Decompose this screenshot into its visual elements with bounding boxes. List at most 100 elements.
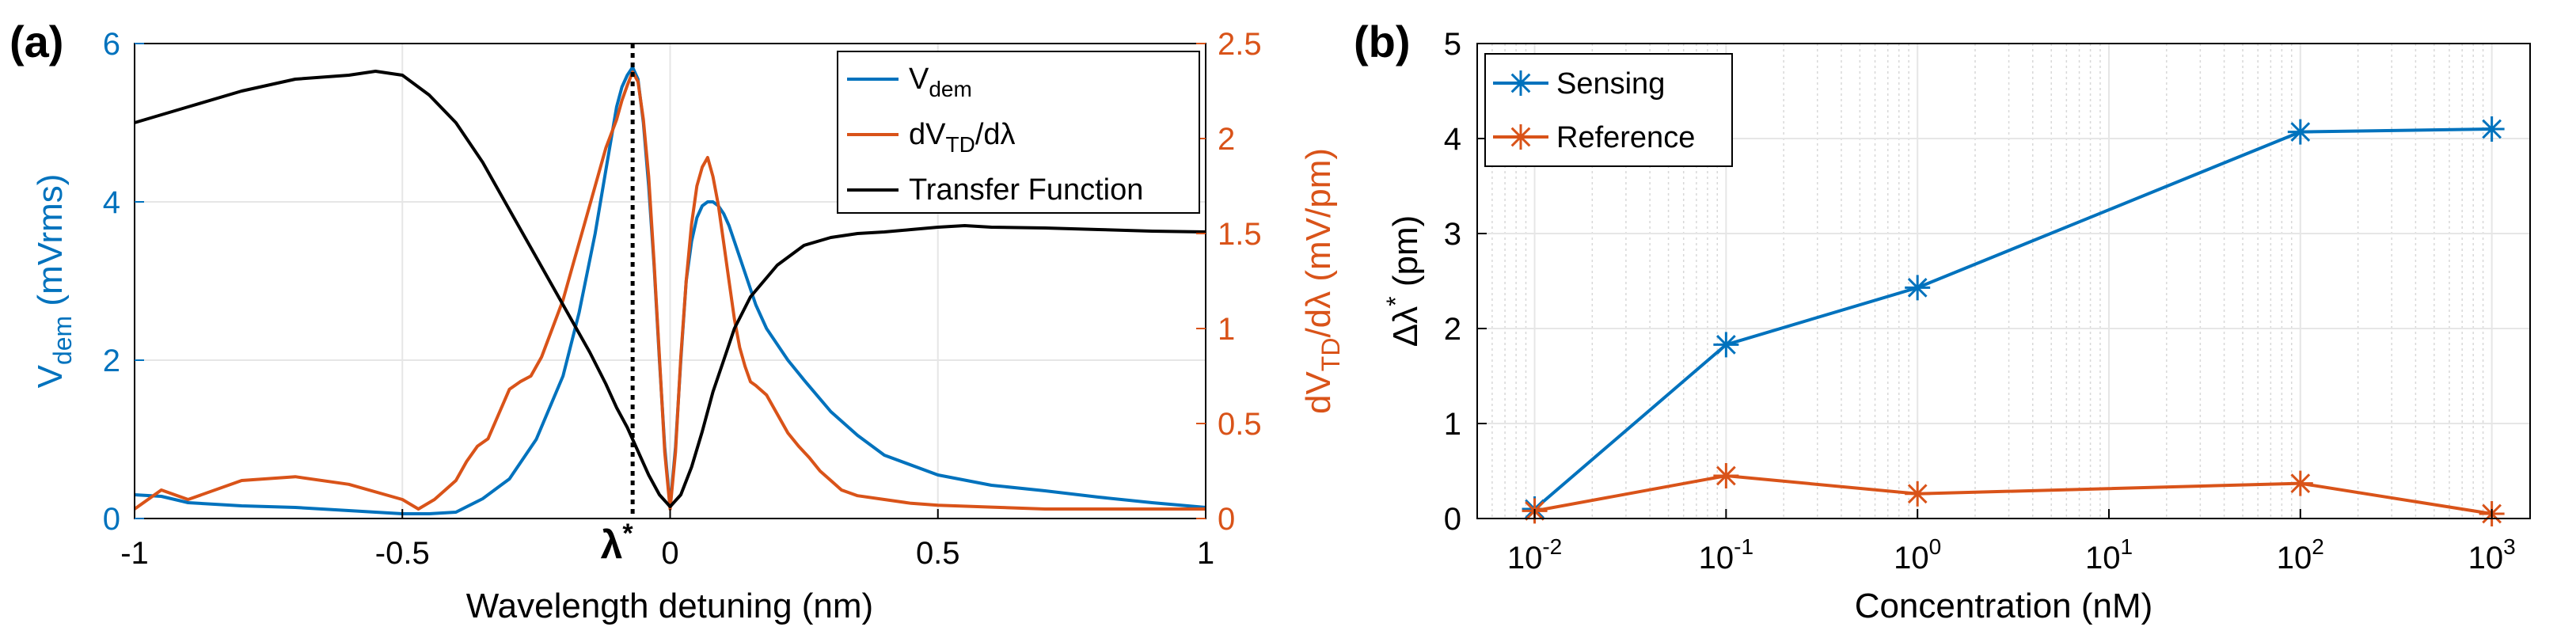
- b-point-sensing-1: [1713, 332, 1739, 358]
- b-point-sensing-4-stroke: [2482, 119, 2502, 139]
- legend-transfer-function: Transfer Function: [909, 173, 1143, 207]
- b-xtick-exp: 3: [2503, 534, 2516, 559]
- a-yrtick-label-5: 2.5: [1218, 27, 1262, 62]
- legend-dvtd-main: dV: [909, 118, 946, 151]
- b-xtick-exp: -1: [1734, 534, 1753, 559]
- panel-a-xlabel: Wavelength detuning (nm): [466, 587, 873, 625]
- b-xtick-exp: 1: [2120, 534, 2133, 559]
- panel-a-ylabel-right: dVTD/dλ (mV/pm): [1299, 148, 1345, 414]
- b-xtick-label-4: 102: [2277, 534, 2324, 576]
- b-point-reference-3-stroke: [2290, 473, 2311, 493]
- b-ytick-label-0: 0: [1444, 502, 1461, 537]
- ylabel-right-sub: TD: [1316, 338, 1345, 372]
- a-yrtick-label-3: 1.5: [1218, 217, 1262, 252]
- b-series-sensing: [1533, 127, 2492, 511]
- panel-b-ylabel: Δλ* (pm): [1381, 215, 1425, 348]
- ylabel-b-sup: *: [1381, 296, 1410, 306]
- b-point-sensing-2: [1905, 275, 1931, 301]
- panel-a-label: (a): [9, 17, 63, 66]
- b-point-reference-3: [2287, 470, 2313, 496]
- b-xtick-label-3: 101: [2085, 534, 2133, 576]
- a-yrtick-label-1: 0.5: [1218, 407, 1262, 442]
- lambda-star-marker: λ*: [601, 44, 635, 567]
- b-xtick-base: 10: [2085, 541, 2121, 576]
- b-point-reference-1: [1713, 463, 1739, 488]
- legend-vdem-main: V: [909, 63, 929, 96]
- b-point-sensing-3: [2287, 119, 2313, 145]
- lambda-star-sup: *: [622, 519, 633, 549]
- b-xtick-label-1: 10-1: [1699, 534, 1753, 576]
- b-xtick-label-2: 100: [1894, 534, 1941, 576]
- b-point-sensing-3-stroke: [2290, 122, 2311, 142]
- a-xtick-label-0: -1: [120, 536, 149, 571]
- b-point-sensing-4: [2479, 116, 2505, 142]
- ylabel-right-p2: /dλ (mV/pm): [1299, 148, 1338, 338]
- legend-sensing: Sensing: [1556, 67, 1665, 101]
- b-point-sensing-1-stroke: [1715, 335, 1736, 355]
- b-series-reference: [1534, 473, 2492, 515]
- panel-b-axes-box: [1476, 43, 2531, 519]
- b-point-reference-2-stroke: [1907, 484, 1928, 504]
- a-yltick-label-3: 6: [103, 27, 120, 62]
- a-series-black: [134, 70, 1206, 508]
- panel-a-legend: Vdem dVTD/dλ Transfer Function: [837, 51, 1200, 214]
- legend-reference: Reference: [1556, 121, 1695, 154]
- legend-b-box: [1484, 53, 1733, 167]
- b-ytick-label-1: 1: [1444, 407, 1461, 442]
- lambda-star-symbol: λ: [601, 522, 623, 567]
- b-xtick-base: 10: [1699, 541, 1734, 576]
- b-point-sensing-2-stroke: [1907, 278, 1928, 298]
- ylabel-left-main: V: [31, 364, 70, 388]
- legend-dvtd-rest: /dλ: [975, 118, 1016, 151]
- panel-b-legend: Sensing Reference: [1484, 53, 1733, 167]
- b-ytick-label-4: 4: [1444, 122, 1461, 157]
- b-xtick-exp: 2: [2312, 534, 2324, 559]
- a-yrtick-label-4: 2: [1218, 122, 1235, 157]
- b-ytick-label-3: 3: [1444, 217, 1461, 252]
- panel-a-ylabel-left: Vdem (mVrms): [31, 174, 77, 389]
- b-xtick-exp: 0: [1929, 534, 1942, 559]
- legend-vdem: Vdem: [909, 63, 972, 101]
- a-yrtick-label-0: 0: [1218, 502, 1235, 537]
- b-xtick-exp: -2: [1542, 534, 1562, 559]
- a-yltick-label-2: 4: [103, 185, 120, 220]
- panel-b-xlabel: Concentration (nM): [1855, 587, 2153, 625]
- legend-reference-star: [1508, 124, 1533, 150]
- b-point-reference-1-stroke: [1715, 465, 1736, 486]
- b-xtick-label-5: 103: [2468, 534, 2516, 576]
- legend-sensing-star: [1508, 70, 1533, 96]
- b-xtick-label-0: 10-2: [1507, 534, 1562, 576]
- legend-vdem-sub: dem: [929, 77, 971, 101]
- legend-dvtd: dVTD/dλ: [909, 118, 1016, 157]
- ylabel-b-rest: (pm): [1386, 215, 1425, 297]
- legend-star-sensing: [1508, 70, 1533, 96]
- a-yltick-label-0: 0: [103, 502, 120, 537]
- a-xtick-label-4: 1: [1197, 536, 1214, 571]
- legend-star-reference: [1508, 124, 1533, 150]
- a-xtick-label-3: 0.5: [916, 536, 960, 571]
- b-xtick-base: 10: [2468, 541, 2504, 576]
- ylabel-left-rest: (mVrms): [31, 174, 70, 316]
- panel-b-series: [1522, 116, 2505, 526]
- b-xtick-base: 10: [1507, 541, 1543, 576]
- b-point-reference-2: [1905, 481, 1931, 507]
- ylabel-b-main: Δλ: [1386, 306, 1425, 347]
- a-xtick-label-1: -0.5: [375, 536, 430, 571]
- b-ytick-label-5: 5: [1444, 27, 1461, 62]
- legend-star-reference-stroke: [1510, 127, 1531, 147]
- a-yltick-label-1: 2: [103, 344, 120, 378]
- a-series-orange: [133, 70, 1206, 511]
- legend-dvtd-sub: TD: [945, 132, 975, 157]
- b-xtick-base: 10: [1894, 541, 1929, 576]
- a-yrtick-label-2: 1: [1218, 312, 1235, 347]
- a-xtick-label-2: 0: [661, 536, 678, 571]
- lambda-star-label: λ*: [601, 519, 634, 567]
- panel-a-series: [133, 66, 1206, 515]
- b-xtick-base: 10: [2277, 541, 2312, 576]
- ylabel-right-p1: dV: [1299, 371, 1338, 414]
- b-ytick-label-2: 2: [1444, 312, 1461, 347]
